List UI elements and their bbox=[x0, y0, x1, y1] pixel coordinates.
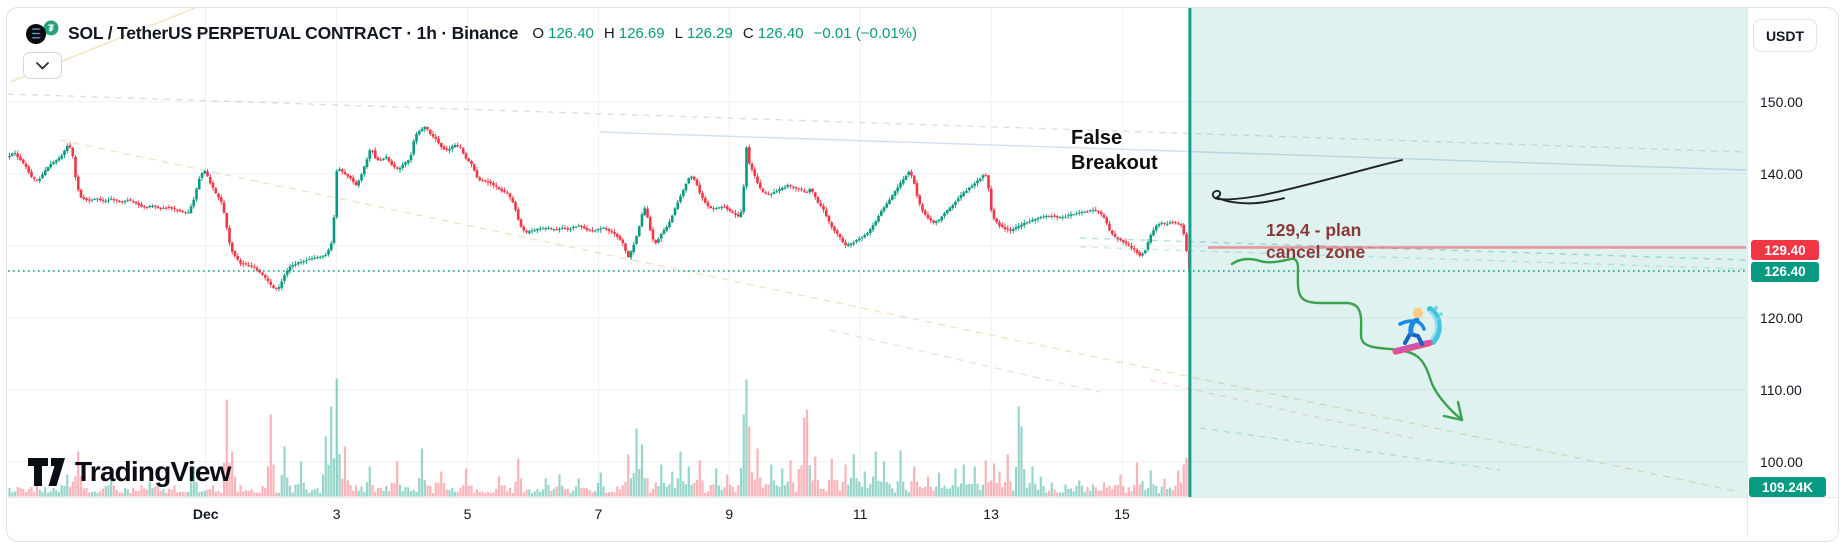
symbol-legend[interactable]: ₮ SOL / TetherUS PERPETUAL CONTRACT · 1h… bbox=[24, 20, 917, 46]
cancel-zone-line1: 129,4 - plan bbox=[1266, 220, 1362, 240]
time-tick-label: 13 bbox=[983, 506, 999, 522]
false-breakout-annotation[interactable]: False Breakout bbox=[1071, 127, 1158, 174]
price-tick-label: 120.00 bbox=[1760, 309, 1803, 326]
cancel-zone-line2: cancel zone bbox=[1266, 242, 1366, 262]
time-tick-label: 7 bbox=[594, 506, 603, 522]
price-tick-label: 140.00 bbox=[1760, 165, 1803, 182]
axis-separator-horizontal bbox=[8, 497, 1839, 498]
tradingview-logo-text: TradingView bbox=[75, 456, 231, 487]
price-tick-label: 150.00 bbox=[1760, 93, 1803, 110]
time-tick-label: 3 bbox=[332, 506, 341, 522]
open-value: 126.40 bbox=[548, 24, 594, 42]
price-tick-label: 110.00 bbox=[1760, 381, 1802, 398]
surfer-emoji[interactable] bbox=[1388, 303, 1444, 359]
price-badge: 129.40 bbox=[1751, 240, 1819, 261]
svg-text:₮: ₮ bbox=[48, 24, 54, 35]
hand-drawn-arrow[interactable] bbox=[1211, 159, 1403, 205]
low-value: 126.29 bbox=[686, 24, 733, 42]
volume-badge: 109.24K bbox=[1749, 477, 1826, 497]
high-label: H bbox=[603, 24, 615, 42]
symbol-title[interactable]: SOL / TetherUS PERPETUAL CONTRACT · 1h ·… bbox=[68, 22, 519, 43]
time-tick-label: 5 bbox=[463, 506, 472, 522]
time-tick-label: 11 bbox=[852, 506, 868, 522]
change-value: −0.01 (−0.01%) bbox=[813, 24, 917, 42]
open-label: O bbox=[532, 24, 544, 42]
price-tick-label: 100.00 bbox=[1760, 453, 1803, 470]
currency-toggle-button[interactable]: USDT bbox=[1753, 19, 1817, 52]
gridlines bbox=[8, 8, 1746, 497]
close-label: C bbox=[742, 24, 754, 42]
time-tick-label: 15 bbox=[1114, 506, 1130, 522]
tether-logo-icon bbox=[43, 20, 59, 36]
low-label: L bbox=[674, 24, 683, 42]
high-value: 126.69 bbox=[618, 24, 665, 42]
symbol-logo: ₮ bbox=[24, 20, 60, 46]
tradingview-watermark[interactable]: TradingView bbox=[28, 456, 231, 488]
candlesticks bbox=[8, 126, 1191, 292]
legend-collapse-button[interactable] bbox=[23, 52, 62, 79]
projected-path-drawing[interactable] bbox=[1230, 257, 1464, 422]
time-tick-label: 9 bbox=[725, 506, 734, 522]
axis-separator-vertical bbox=[1747, 8, 1748, 535]
ohlc-values: O 126.40 H 126.69 L 126.29 C 126.40 −0.0… bbox=[532, 25, 917, 42]
volume-bars bbox=[8, 378, 1191, 497]
trendline-extensions bbox=[7, 7, 1747, 493]
chevron-down-icon bbox=[36, 61, 49, 69]
projection-zone[interactable] bbox=[1191, 8, 1747, 497]
tradingview-logo-icon bbox=[28, 458, 65, 486]
projection-zone-edge[interactable] bbox=[1188, 8, 1192, 497]
price-badge: 126.40 bbox=[1751, 261, 1819, 282]
time-tick-label: Dec bbox=[192, 506, 219, 522]
cancel-zone-annotation[interactable]: 129,4 - plan cancel zone bbox=[1266, 219, 1365, 263]
close-value: 126.40 bbox=[757, 24, 804, 42]
